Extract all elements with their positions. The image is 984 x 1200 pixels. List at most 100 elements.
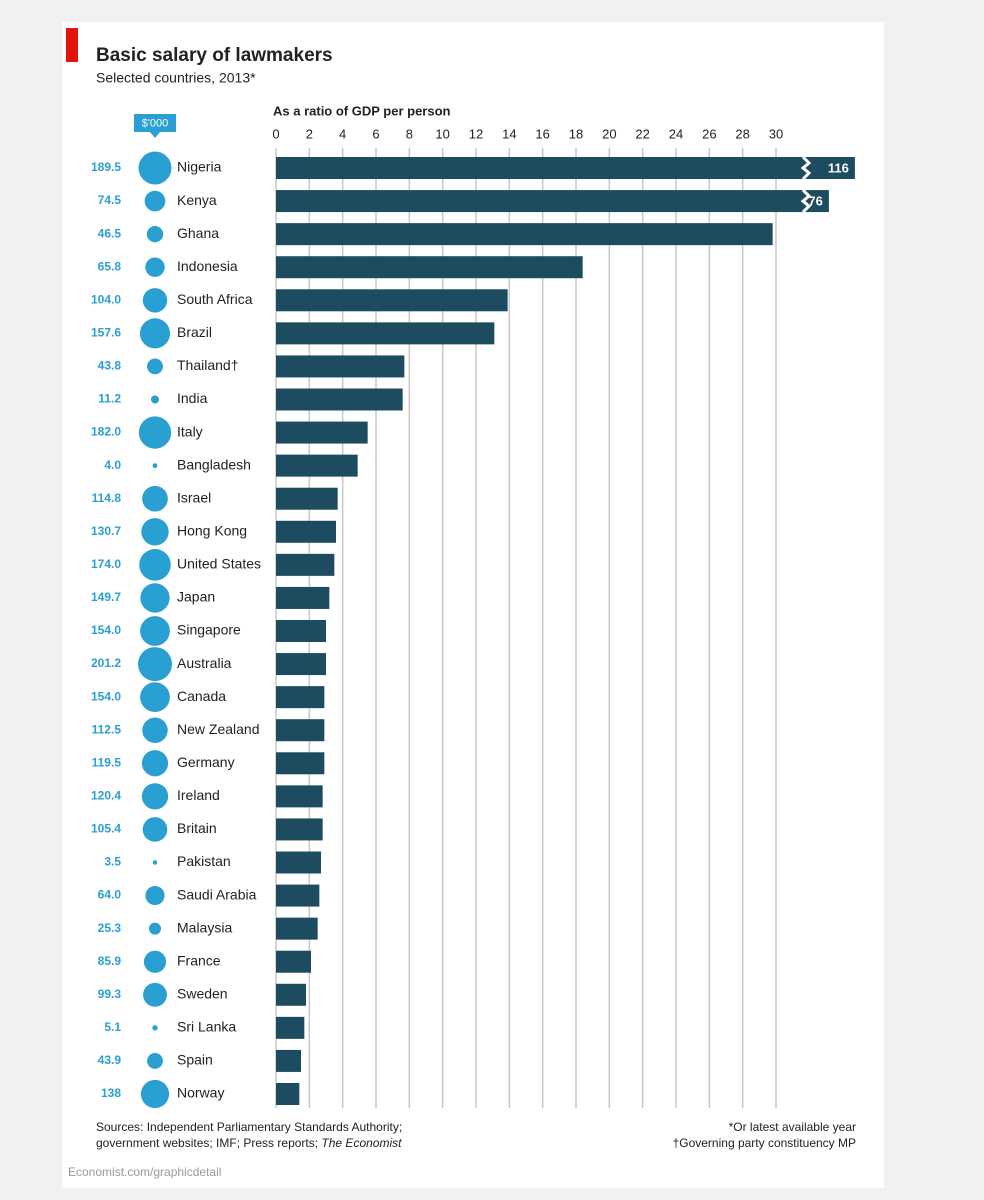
bar — [276, 851, 321, 874]
salary-label: 105.4 — [91, 822, 121, 836]
bar — [276, 818, 323, 841]
salary-bubble — [139, 549, 171, 581]
salary-bubble — [143, 982, 167, 1007]
salary-bubble — [141, 518, 169, 546]
salary-label: 182.0 — [91, 425, 121, 439]
category-label: Israel — [177, 489, 211, 505]
salary-label: 85.9 — [98, 954, 122, 968]
salary-header: $'000 — [142, 117, 169, 129]
x-tick-label: 26 — [702, 126, 716, 141]
category-label: Sweden — [177, 985, 228, 1001]
salary-label: 11.2 — [98, 392, 121, 406]
x-tick-label: 6 — [372, 126, 379, 141]
bar — [276, 752, 325, 775]
salary-bubble — [141, 750, 169, 777]
salary-label: 46.5 — [98, 226, 122, 240]
salary-bubble — [143, 950, 167, 973]
red-tag — [66, 28, 78, 62]
x-tick-label: 28 — [735, 126, 749, 141]
salary-bubble — [147, 358, 163, 375]
bar — [276, 620, 326, 642]
x-tick-label: 30 — [769, 126, 783, 141]
category-label: Australia — [177, 655, 232, 671]
bar — [276, 586, 330, 609]
salary-label: 104.0 — [91, 292, 121, 306]
category-label: Thailand† — [177, 357, 239, 373]
x-tick-label: 18 — [569, 126, 583, 141]
chart-subtitle: Selected countries, 2013* — [96, 70, 256, 86]
category-label: Japan — [177, 589, 215, 605]
category-label: Sri Lanka — [177, 1019, 236, 1035]
salary-bubble — [145, 257, 165, 277]
category-label: Ireland — [177, 787, 220, 803]
x-tick-label: 8 — [406, 126, 413, 141]
bar — [276, 917, 318, 940]
card — [62, 22, 884, 1188]
salary-label: 99.3 — [98, 987, 122, 1001]
salary-bubble — [139, 318, 171, 349]
salary-label: 112.5 — [92, 722, 122, 736]
salary-bubble — [152, 1025, 158, 1031]
bar — [276, 653, 326, 676]
salary-header-box — [134, 114, 176, 132]
bar — [276, 1083, 300, 1105]
x-tick-label: 0 — [272, 126, 279, 141]
bar — [276, 1049, 301, 1072]
salary-header-pointer — [150, 132, 160, 138]
bar — [276, 157, 855, 179]
salary-bubble — [148, 922, 162, 935]
category-label: Bangladesh — [177, 456, 251, 472]
salary-label: 114.8 — [92, 491, 122, 505]
salary-bubble — [150, 395, 160, 404]
x-tick-label: 20 — [602, 126, 616, 141]
category-label: Kenya — [177, 192, 217, 208]
salary-bubble — [138, 416, 172, 449]
source-italic: The Economist — [321, 1136, 402, 1150]
bar — [276, 388, 403, 411]
salary-bubble — [144, 190, 166, 212]
category-label: South Africa — [177, 291, 253, 307]
salary-bubble — [152, 860, 158, 865]
category-label: Singapore — [177, 622, 241, 638]
category-label: Spain — [177, 1052, 213, 1068]
bar — [276, 553, 335, 576]
salary-bubble — [140, 1079, 170, 1109]
x-tick-label: 2 — [306, 126, 313, 141]
salary-label: 189.5 — [91, 160, 121, 174]
category-label: France — [177, 952, 221, 968]
salary-label: 149.7 — [91, 590, 121, 604]
salary-label: 65.8 — [98, 259, 122, 273]
footnote: *Or latest available year — [729, 1120, 856, 1134]
bar — [276, 686, 325, 709]
category-label: Brazil — [177, 324, 212, 340]
salary-bubble — [142, 817, 168, 842]
bar — [276, 785, 323, 808]
salary-label: 4.0 — [104, 458, 121, 472]
salary-label: 43.8 — [98, 359, 122, 373]
bar — [276, 223, 773, 246]
salary-label: 130.7 — [91, 524, 121, 538]
x-tick-label: 4 — [339, 126, 346, 141]
chart-title: Basic salary of lawmakers — [96, 45, 333, 66]
bar — [276, 256, 583, 279]
x-tick-label: 16 — [535, 126, 549, 141]
salary-bubble — [142, 288, 168, 313]
category-label: Britain — [177, 820, 217, 836]
bar-break — [800, 155, 812, 181]
bar — [276, 950, 311, 973]
salary-bubble — [138, 151, 172, 185]
bar-break — [800, 189, 812, 214]
category-label: India — [177, 390, 208, 406]
salary-label: 157.6 — [91, 326, 121, 340]
category-label: Canada — [177, 688, 226, 704]
x-axis-title: As a ratio of GDP per person — [273, 103, 451, 118]
salary-label: 201.2 — [91, 656, 121, 670]
bar — [276, 983, 306, 1006]
salary-bubble — [140, 583, 170, 613]
source-line: Sources: Independent Parliamentary Stand… — [96, 1120, 402, 1134]
salary-label: 154.0 — [91, 623, 121, 637]
bar — [276, 421, 368, 444]
salary-label: 154.0 — [91, 689, 121, 703]
bar — [276, 355, 405, 378]
category-label: Germany — [177, 754, 235, 770]
